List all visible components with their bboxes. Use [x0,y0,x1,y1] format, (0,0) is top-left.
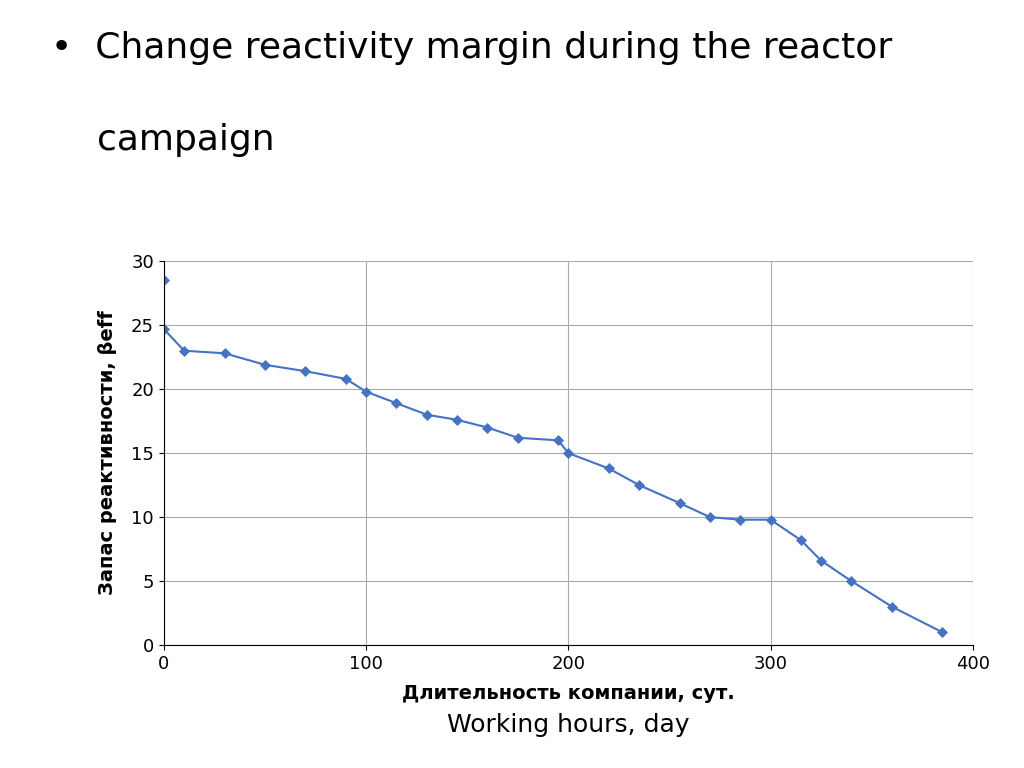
Y-axis label: Запас реактивности, βeff: Запас реактивности, βeff [98,311,117,595]
Text: campaign: campaign [51,123,274,157]
Text: •  Change reactivity margin during the reactor: • Change reactivity margin during the re… [51,31,893,65]
Text: Working hours, day: Working hours, day [447,713,689,737]
X-axis label: Длительность компании, сут.: Длительность компании, сут. [402,684,734,703]
